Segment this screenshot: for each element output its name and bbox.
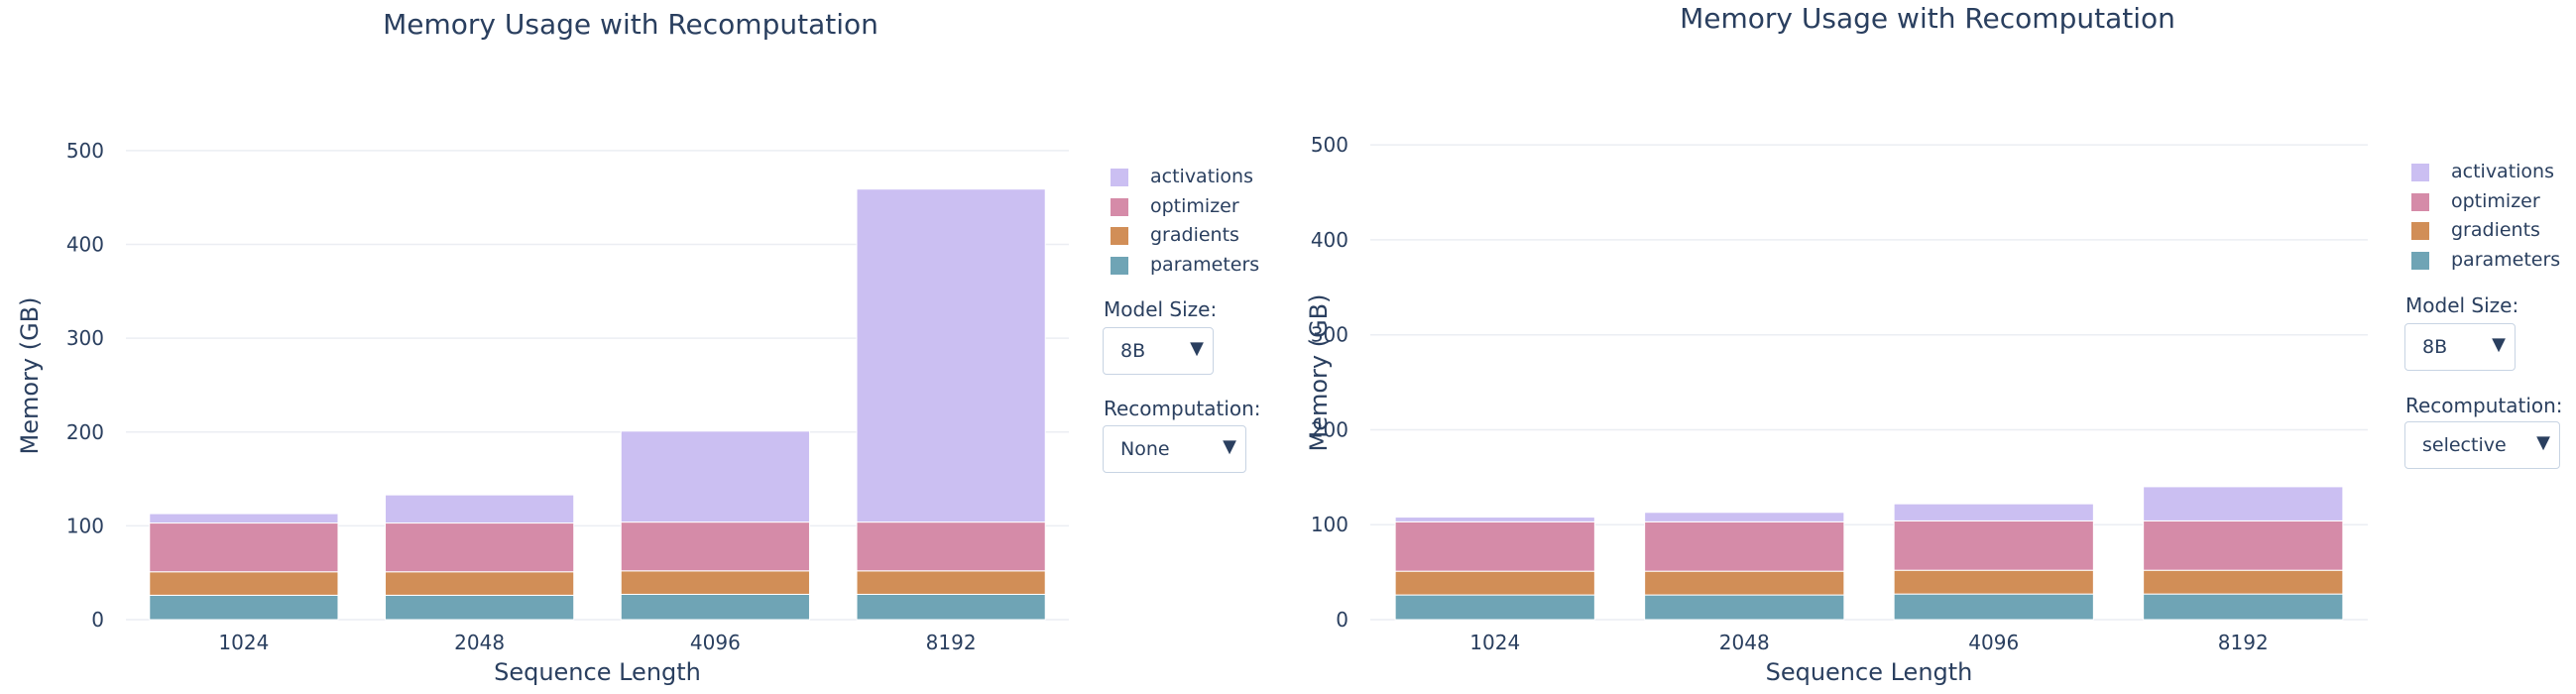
model-size-value: 8B bbox=[1120, 340, 1146, 362]
bar-activations bbox=[2143, 486, 2344, 521]
chart-panel-right: 0 100 200 300 400 500 1024 2048 4096 8192 Memory U… bbox=[1289, 0, 2576, 694]
bars bbox=[1394, 486, 2344, 621]
bar-gradients bbox=[1394, 570, 1595, 596]
bar-parameters bbox=[2143, 593, 2344, 621]
legend-swatch bbox=[2411, 222, 2429, 240]
dropdown-arrow-icon: ▼ bbox=[2536, 432, 2550, 453]
bar-gradients bbox=[149, 571, 339, 596]
model-size-value: 8B bbox=[2422, 336, 2448, 358]
bar-gradients bbox=[1644, 570, 1845, 596]
legend-swatch bbox=[1111, 227, 1128, 245]
y-tick-label: 100 bbox=[1311, 513, 1348, 536]
x-tick-label: 1024 bbox=[218, 631, 269, 654]
x-tick-label: 2048 bbox=[454, 631, 505, 654]
chart-title: Memory Usage with Recomputation bbox=[1680, 2, 2175, 35]
recomputation-dropdown[interactable]: None ▼ bbox=[1103, 425, 1246, 473]
y-tick-label: 0 bbox=[1336, 608, 1348, 632]
y-tick-label: 200 bbox=[1311, 417, 1348, 441]
chart-title: Memory Usage with Recomputation bbox=[383, 8, 878, 41]
bar-optimizer bbox=[2143, 520, 2344, 571]
x-tick-label: 8192 bbox=[2218, 631, 2269, 654]
model-size-dropdown[interactable]: 8B ▼ bbox=[2404, 323, 2516, 371]
bar-activations bbox=[620, 430, 810, 523]
legend-label: parameters bbox=[2451, 248, 2561, 271]
dropdown-arrow-icon: ▼ bbox=[1223, 436, 1236, 457]
recomputation-dropdown[interactable]: selective ▼ bbox=[2404, 421, 2560, 469]
legend-label: optimizer bbox=[1150, 194, 1239, 217]
legend-swatch bbox=[1111, 197, 1128, 216]
recomputation-value: None bbox=[1120, 438, 1170, 460]
bars bbox=[149, 188, 1046, 621]
legend-label: gradients bbox=[2451, 219, 2540, 241]
model-size-label: Model Size: bbox=[2405, 293, 2519, 317]
recomputation-value: selective bbox=[2422, 434, 2507, 456]
bar-activations bbox=[149, 513, 339, 524]
legend-label: activations bbox=[2451, 161, 2554, 182]
model-size-label: Model Size: bbox=[1104, 297, 1218, 321]
bar-parameters bbox=[1394, 594, 1595, 621]
bar-optimizer bbox=[149, 522, 339, 573]
model-size-dropdown[interactable]: 8B ▼ bbox=[1103, 327, 1214, 375]
bar-activations bbox=[1644, 512, 1845, 522]
dropdown-arrow-icon: ▼ bbox=[1190, 338, 1204, 359]
legend-swatch bbox=[1111, 256, 1128, 275]
legend-swatch bbox=[2411, 192, 2429, 211]
bar-optimizer bbox=[385, 522, 575, 573]
legend-label: activations bbox=[1150, 166, 1253, 187]
bar-activations bbox=[385, 494, 575, 524]
y-axis-label: Memory (GB) bbox=[1305, 293, 1333, 451]
y-axis-label: Memory (GB) bbox=[16, 296, 44, 454]
bar-gradients bbox=[2143, 569, 2344, 595]
bar-parameters bbox=[385, 594, 575, 621]
legend-label: parameters bbox=[1150, 253, 1260, 276]
x-axis-label: Sequence Length bbox=[1766, 658, 1973, 686]
bar-chart-left: 0 100 200 300 400 500 1024 2048 4096 8192 Memory U… bbox=[16, 8, 1069, 686]
y-tick-label: 300 bbox=[1311, 323, 1348, 347]
bar-gradients bbox=[620, 570, 810, 595]
y-tick-label: 500 bbox=[1311, 133, 1348, 157]
legend-label: optimizer bbox=[2451, 189, 2540, 212]
x-axis-label: Sequence Length bbox=[494, 658, 701, 686]
bar-activations bbox=[856, 188, 1046, 523]
y-tick-label: 300 bbox=[66, 326, 104, 350]
bar-optimizer bbox=[1893, 520, 2094, 571]
bar-gradients bbox=[856, 570, 1046, 595]
y-tick-label: 200 bbox=[66, 420, 104, 444]
legend-swatch bbox=[2411, 251, 2429, 270]
legend-swatch bbox=[2411, 164, 2429, 181]
y-tick-label: 100 bbox=[66, 514, 104, 537]
bar-gradients bbox=[1893, 569, 2094, 595]
bar-activations bbox=[1893, 503, 2094, 521]
chart-panel-left: 0 100 200 300 400 500 1024 2048 4096 8192 Memory U… bbox=[0, 0, 1279, 694]
y-tick-label: 400 bbox=[1311, 228, 1348, 252]
bar-optimizer bbox=[1644, 520, 1845, 572]
bar-optimizer bbox=[856, 521, 1046, 572]
bar-parameters bbox=[149, 594, 339, 621]
x-tick-label: 4096 bbox=[1968, 631, 2019, 654]
dropdown-arrow-icon: ▼ bbox=[2492, 334, 2506, 355]
bar-gradients bbox=[385, 571, 575, 596]
bar-parameters bbox=[1893, 593, 2094, 621]
bar-activations bbox=[1394, 517, 1595, 522]
bar-optimizer bbox=[1394, 520, 1595, 572]
y-tick-label: 0 bbox=[91, 608, 104, 632]
bar-chart-right: 0 100 200 300 400 500 1024 2048 4096 8192 Memory U… bbox=[1305, 2, 2368, 686]
bar-parameters bbox=[1644, 594, 1845, 621]
x-tick-label: 4096 bbox=[690, 631, 741, 654]
legend-label: gradients bbox=[1150, 224, 1239, 246]
x-tick-label: 1024 bbox=[1469, 631, 1520, 654]
recomputation-label: Recomputation: bbox=[2405, 394, 2563, 417]
bar-optimizer bbox=[620, 521, 810, 572]
y-tick-label: 500 bbox=[66, 139, 104, 163]
x-tick-label: 2048 bbox=[1719, 631, 1770, 654]
legend-swatch bbox=[1111, 169, 1128, 186]
x-tick-label: 8192 bbox=[926, 631, 977, 654]
bar-parameters bbox=[620, 593, 810, 621]
y-tick-label: 400 bbox=[66, 233, 104, 257]
recomputation-label: Recomputation: bbox=[1104, 397, 1261, 420]
bar-parameters bbox=[856, 593, 1046, 621]
